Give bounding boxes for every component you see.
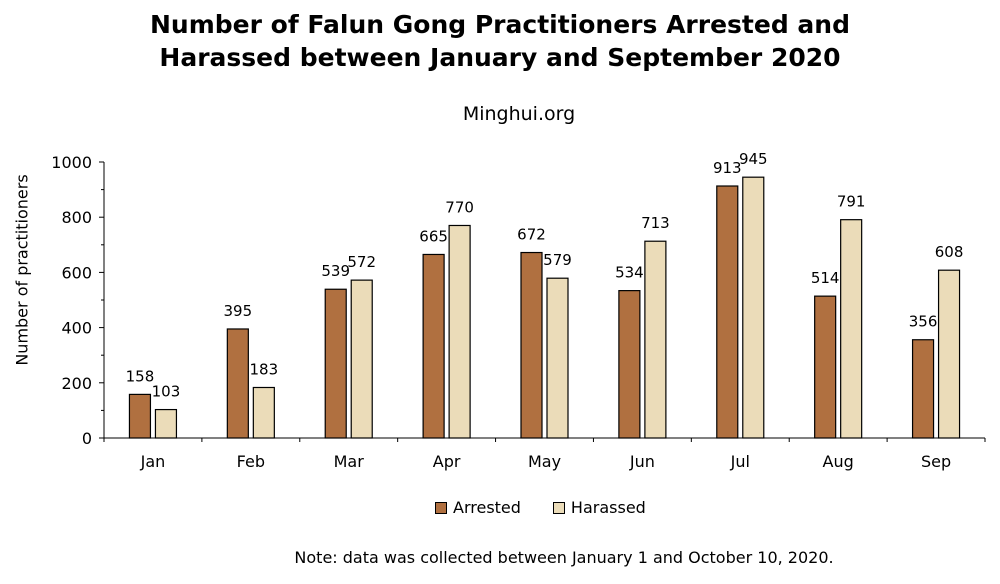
data-label-harassed-sep: 608 [935,243,964,261]
y-tick-label-600: 600 [61,263,92,282]
y-tick-label-1000: 1000 [51,153,92,172]
bar-arrested-jun [618,290,641,439]
y-tick-label-400: 400 [61,319,92,338]
bar-harassed-aug [840,219,863,439]
y-tick-label-0: 0 [82,429,92,448]
data-label-arrested-jun: 534 [615,264,644,282]
data-label-harassed-may: 579 [543,251,572,269]
data-label-arrested-jul: 913 [713,159,742,177]
bar-harassed-sep [937,269,961,439]
x-tick-label-jun: Jun [629,452,655,471]
data-label-harassed-feb: 183 [250,360,279,378]
y-tick-label-200: 200 [61,374,92,393]
data-label-harassed-jan: 103 [152,383,181,401]
data-label-harassed-aug: 791 [837,193,866,211]
x-tick-label-may: May [528,452,561,471]
data-label-harassed-apr: 770 [445,198,474,216]
bar-arrested-aug [814,295,837,439]
bar-arrested-sep [911,339,935,439]
data-label-arrested-aug: 514 [811,269,840,287]
x-tick-label-feb: Feb [237,452,265,471]
bar-arrested-jul [716,185,739,439]
legend-item-harassed: Harassed [552,498,646,517]
x-tick-label-jul: Jul [730,452,750,471]
legend: Arrested Harassed [435,498,678,517]
data-label-harassed-jun: 713 [641,214,670,232]
chart-title-line-2: Harassed between January and September 2… [159,43,841,72]
bar-arrested-feb [226,328,249,439]
bar-harassed-apr [448,224,471,439]
bar-arrested-jan [128,393,152,439]
data-label-arrested-jan: 158 [126,367,155,385]
chart-subtitle: Minghui.org [462,103,576,125]
bar-arrested-apr [422,253,445,439]
bar-harassed-mar [350,279,373,439]
bar-harassed-jun [644,240,667,439]
bar-harassed-jan [154,408,178,439]
x-tick-label-jan: Jan [140,452,166,471]
x-tick-label-sep: Sep [921,452,951,471]
data-label-arrested-may: 672 [517,226,546,244]
legend-item-arrested: Arrested [435,498,521,517]
data-label-arrested-sep: 356 [909,313,938,331]
x-tick-label-aug: Aug [823,452,854,471]
y-tick-label-800: 800 [61,208,92,227]
data-label-arrested-apr: 665 [419,227,448,245]
bar-harassed-feb [252,386,275,439]
data-label-harassed-jul: 945 [739,150,768,168]
data-label-harassed-mar: 572 [347,253,376,271]
legend-swatch-arrested [435,501,447,514]
legend-label-harassed: Harassed [570,498,646,517]
data-label-arrested-mar: 539 [321,262,350,280]
bar-arrested-mar [324,288,347,439]
bar-arrested-may [520,251,543,439]
chart-title: Number of Falun Gong Practitioners Arres… [0,8,1000,74]
chart-title-line-1: Number of Falun Gong Practitioners Arres… [150,10,850,39]
bar-harassed-may [546,277,569,439]
bar-harassed-jul [742,176,765,439]
legend-label-arrested: Arrested [453,498,521,517]
x-tick-label-mar: Mar [334,452,365,471]
x-tick-label-apr: Apr [433,452,461,471]
legend-swatch-harassed [552,501,565,514]
footnote: Note: data was collected between January… [294,548,834,567]
data-label-arrested-feb: 395 [224,302,253,320]
